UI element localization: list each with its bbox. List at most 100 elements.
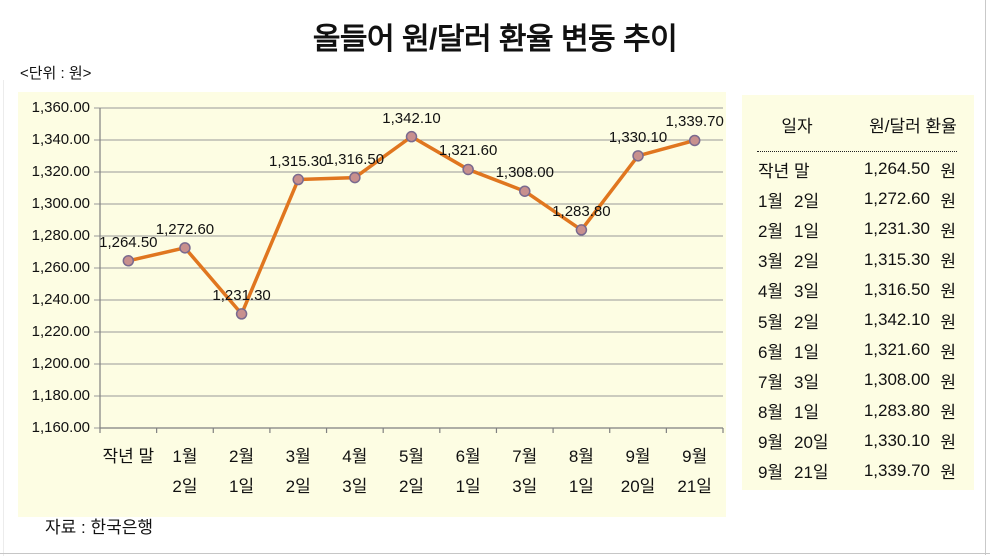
- table-cell-month: 2월: [758, 221, 784, 241]
- data-point-marker: [632, 150, 644, 162]
- x-axis-label-line1: 6월: [455, 447, 481, 466]
- table-header-divider: [757, 151, 957, 152]
- data-point-marker: [122, 255, 135, 267]
- table-cell-rate: 1,321.60: [863, 340, 930, 360]
- table-cell-unit: 원: [940, 282, 956, 302]
- table-cell-unit: 원: [940, 221, 956, 241]
- data-point-label: 1,330.10: [608, 128, 668, 146]
- table-cell-day: 1일: [794, 221, 820, 241]
- y-axis-label: 1,320.00: [31, 163, 90, 180]
- data-point-label: 1,339.70: [665, 113, 724, 131]
- table-cell-unit: 원: [940, 161, 956, 181]
- table-cell-unit: 원: [940, 191, 956, 211]
- x-axis-label-line2: 3일: [342, 477, 368, 496]
- table-cell-month: 9월: [758, 433, 784, 453]
- page-border-right: [985, 0, 986, 555]
- x-axis-label: 작년 말: [83, 442, 173, 472]
- data-point-marker: [235, 308, 248, 320]
- y-axis-label: 1,160.00: [31, 419, 90, 436]
- x-axis-label: 8월 1일: [536, 442, 626, 502]
- table-cell-rate: 1,264.50: [863, 159, 930, 179]
- y-axis-label: 1,280.00: [31, 227, 90, 244]
- table-cell-month: 8월: [758, 403, 784, 423]
- table-body: 작년 말 1,264.50 원 1월 2일 1,272.60 원 2월 1일 1,231.30 원 3…: [742, 154, 974, 486]
- x-axis-label-line1: 5월: [398, 447, 425, 466]
- chart-canvas: [94, 107, 724, 433]
- data-point-label: 1,342.10: [382, 109, 441, 127]
- x-axis-label-line2: 1일: [229, 477, 255, 496]
- x-axis-label-line1: 9월: [682, 447, 708, 466]
- data-point-marker: [405, 130, 418, 143]
- table-cell-month: 1월: [758, 191, 784, 211]
- x-axis-label-line1: 2월: [229, 447, 255, 466]
- table-cell-rate: 1,316.50: [863, 279, 930, 299]
- data-point-marker: [575, 224, 588, 236]
- x-axis-label: 1월 2일: [140, 442, 230, 502]
- page-border-left: [3, 80, 4, 556]
- table-row: 9월 20일 1,330.10 원: [742, 426, 974, 456]
- table-cell-month: 7월: [758, 372, 784, 392]
- table-row: 2월 1일 1,231.30 원: [742, 214, 974, 244]
- data-point-marker: [688, 134, 701, 147]
- data-point-label: 1,264.50: [99, 233, 158, 251]
- table-header-date: 일자: [781, 117, 813, 136]
- table-row: 3월 2일 1,315.30 원: [742, 245, 974, 275]
- table-row: 6월 1일 1,321.60 원: [742, 335, 974, 365]
- x-axis-label-line1: 작년 말: [102, 447, 155, 466]
- table-cell-unit: 원: [940, 372, 956, 392]
- y-axis-label: 1,340.00: [31, 131, 90, 148]
- table-cell-unit: 원: [940, 403, 956, 423]
- table-cell-month: 9월: [758, 463, 784, 483]
- table-cell-day: 2일: [794, 312, 820, 332]
- data-point-marker: [519, 185, 531, 197]
- data-point-label: 1,283.80: [552, 202, 611, 220]
- x-axis-label: 5월 2일: [367, 442, 457, 502]
- x-axis-label-line1: 4월: [342, 447, 368, 466]
- table-row: 4월 3일 1,316.50 원: [742, 275, 974, 305]
- x-axis-label: 4월 3일: [310, 442, 400, 502]
- y-axis-label: 1,300.00: [31, 195, 90, 212]
- table-cell-month: 5월: [758, 312, 784, 332]
- table-cell-day: 3일: [794, 372, 820, 392]
- table-cell-rate: 1,272.60: [863, 189, 930, 209]
- table-cell-rate: 1,315.30: [863, 249, 930, 269]
- table-cell-day: 1일: [794, 342, 820, 362]
- data-point-label: 1,315.30: [269, 152, 328, 170]
- y-axis-label: 1,200.00: [31, 355, 90, 372]
- source-label: 자료 : 한국은행: [45, 518, 154, 537]
- x-axis-label-line2: 2일: [285, 477, 311, 496]
- y-axis-label: 1,260.00: [31, 259, 90, 276]
- exchange-rate-line-chart: 1,360.00 1,340.00 1,320.00 1,300.00 1,280.00…: [18, 92, 726, 517]
- data-point-label: 1,231.30: [212, 286, 271, 304]
- y-axis-label: 1,180.00: [31, 387, 90, 404]
- table-row: 8월 1일 1,283.80 원: [742, 396, 974, 426]
- page-title: 올들어 원/달러 환율 변동 추이: [312, 23, 678, 56]
- table-cell-rate: 1,283.80: [863, 400, 930, 420]
- y-axis-label: 1,360.00: [31, 99, 90, 116]
- table-cell-rate: 1,342.10: [863, 310, 930, 330]
- rate-table: 일자 원/달러 환율 작년 말 1,264.50 원 1월 2일 1,272.60 원 2월 1…: [742, 95, 974, 490]
- table-header-row: 일자 원/달러 환율: [742, 107, 974, 142]
- table-cell-month: 4월: [758, 282, 784, 302]
- table-cell-day: 21일: [794, 463, 829, 483]
- x-axis-label: 9월 21일: [650, 442, 740, 502]
- table-cell-rate: 1,308.00: [863, 370, 930, 390]
- table-cell-unit: 원: [940, 252, 956, 272]
- x-axis-label-line2: 1일: [568, 477, 594, 496]
- x-axis-label-line1: 3월: [285, 447, 311, 466]
- y-axis-label: 1,240.00: [31, 291, 90, 308]
- x-axis-label-line2: 2일: [172, 477, 198, 496]
- x-axis-label-line1: 9월: [625, 447, 651, 466]
- y-axis-label: 1,220.00: [31, 323, 90, 340]
- x-axis-label-line1: 8월: [568, 447, 594, 466]
- data-point-label: 1,316.50: [325, 150, 385, 168]
- data-point-label: 1,308.00: [495, 164, 554, 182]
- x-axis-label-line1: 7월: [512, 447, 538, 466]
- unit-label: <단위 : 원>: [20, 65, 92, 82]
- data-point-marker: [292, 173, 304, 186]
- table-cell-day: 1일: [794, 403, 820, 423]
- x-axis-label-line2: 2일: [398, 477, 425, 496]
- table-cell-unit: 원: [940, 312, 956, 332]
- table-cell-rate: 1,339.70: [863, 460, 930, 480]
